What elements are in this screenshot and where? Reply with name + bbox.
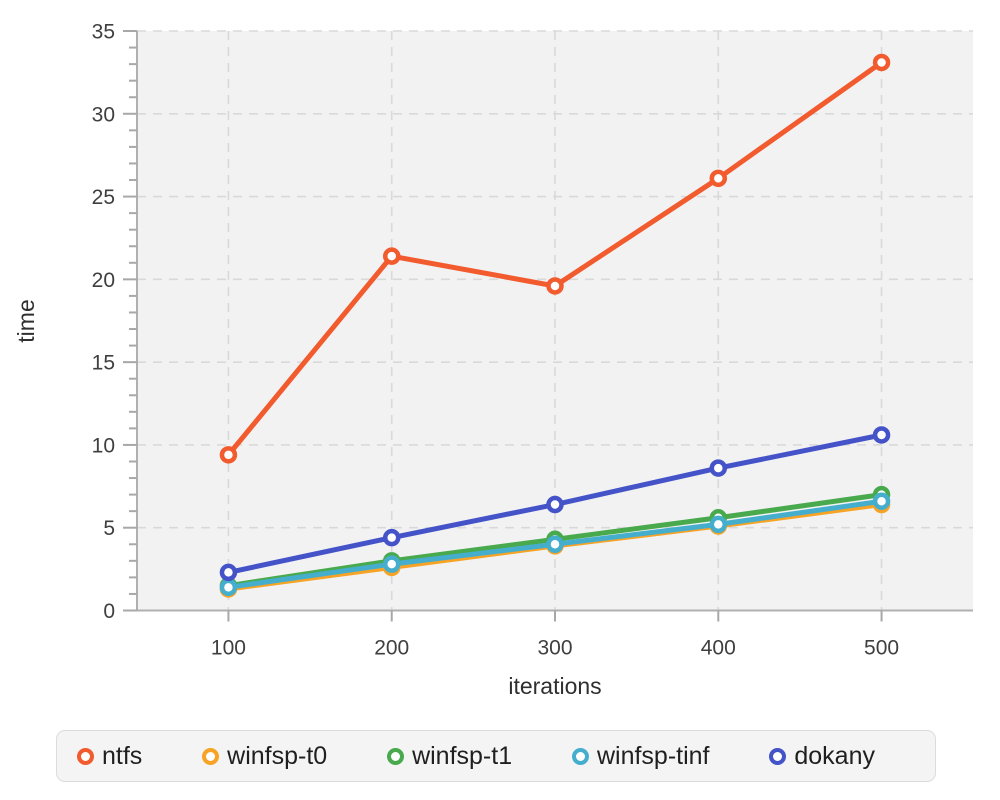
line-chart: 0 5 10 15 20 25 30 35 100 200 300 400 500 time itera… [13,21,973,699]
series-marker-dokany [546,495,564,514]
legend-item-dokany: dokany [769,742,875,771]
x-axis-title: iterations [508,673,601,699]
y-tick-label: 15 [92,352,115,375]
legend-marker-icon [77,747,94,765]
legend-marker-icon [387,747,405,765]
legend-label: winfsp-tinf [596,741,710,770]
tick-labels: 0 5 10 15 20 25 30 35 100 200 300 400 500 [92,21,899,660]
legend-label: winfsp-t1 [412,741,513,770]
series-marker-winfsp-tinf [709,515,728,534]
y-tick-label: 5 [103,517,115,540]
legend-marker-icon [769,747,787,765]
y-tick-label: 35 [92,21,115,44]
x-tick-label: 100 [211,637,246,660]
series-marker-winfsp-tinf [219,578,238,597]
x-tick-label: 500 [864,637,899,660]
series-marker-dokany [709,459,728,477]
axes-and-ticks [123,30,973,622]
series-marker-dokany [219,563,238,582]
legend-item-winfsp-t0: winfsp-t0 [202,742,327,771]
x-tick-label: 300 [537,637,572,660]
series-marker-dokany [872,426,891,444]
y-tick-label: 30 [92,103,115,126]
series-marker-winfsp-tinf [382,555,401,573]
legend-item-winfsp-tinf: winfsp-tinf [571,741,710,771]
legend-label: dokany [794,741,875,770]
legend-marker-icon [202,747,220,765]
series-marker-ntfs [709,169,728,188]
series-marker-ntfs [219,446,238,464]
y-tick-label: 20 [92,269,115,292]
legend-marker-icon [571,747,589,765]
y-tick-label: 10 [92,434,115,457]
series-marker-winfsp-tinf [872,492,891,510]
y-axis-title: time [13,299,39,342]
chart-legend: ntfs winfsp-t0 winfsp-t1 winfsp-tinf dokany [56,730,936,782]
legend-label: winfsp-t0 [227,741,328,770]
y-tick-label: 0 [103,600,115,623]
legend-label: ntfs [102,741,143,770]
y-tick-label: 25 [92,186,115,209]
series-marker-ntfs [872,53,891,72]
series-marker-winfsp-tinf [546,535,564,554]
series-marker-dokany [382,528,401,547]
x-tick-label: 400 [701,637,736,660]
x-tick-label: 200 [374,637,409,660]
series-marker-ntfs [382,247,401,265]
series-marker-ntfs [546,277,564,295]
legend-item-ntfs: ntfs [77,742,142,771]
legend-item-winfsp-t1: winfsp-t1 [387,742,512,771]
data-series [219,53,891,598]
